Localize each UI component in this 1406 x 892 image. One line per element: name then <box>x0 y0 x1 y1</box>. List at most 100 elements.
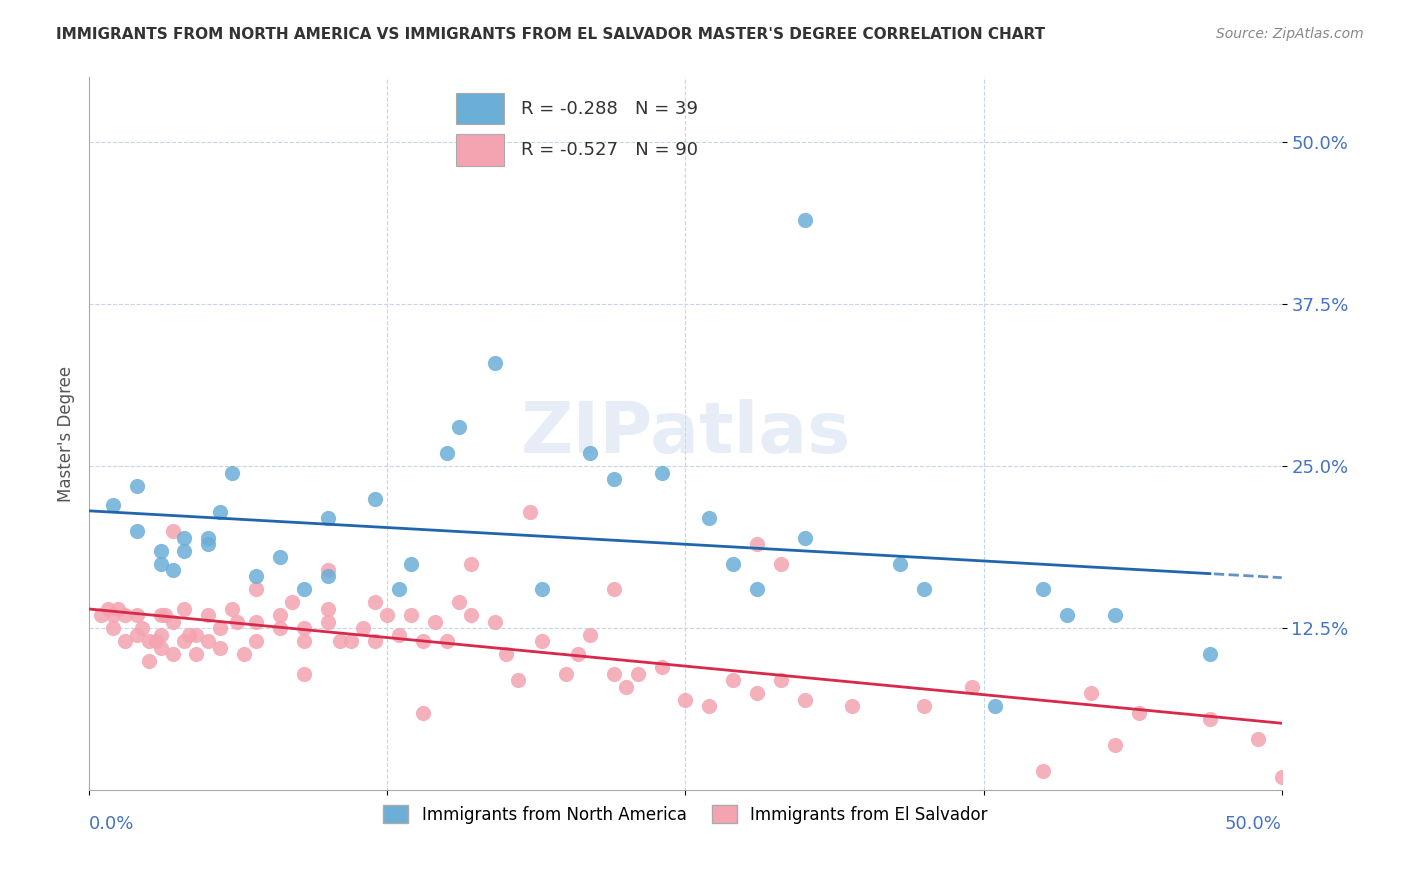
Point <box>269 549 291 564</box>
Point <box>316 615 339 629</box>
Point <box>292 621 315 635</box>
Point <box>399 608 422 623</box>
Point <box>603 582 626 597</box>
Point <box>495 647 517 661</box>
Point <box>101 608 124 623</box>
Point <box>221 602 243 616</box>
Point <box>269 608 291 623</box>
Point <box>531 634 554 648</box>
Point <box>125 628 148 642</box>
Point <box>1199 647 1222 661</box>
Point <box>162 615 184 629</box>
Point <box>316 569 339 583</box>
Point <box>125 524 148 538</box>
Point <box>209 505 232 519</box>
Point <box>125 608 148 623</box>
Point <box>841 699 863 714</box>
Point <box>1128 706 1150 720</box>
Point <box>149 543 172 558</box>
Point <box>555 666 578 681</box>
Text: 50.0%: 50.0% <box>1225 815 1282 833</box>
Point <box>1080 686 1102 700</box>
Point <box>245 634 267 648</box>
Point <box>912 699 935 714</box>
Point <box>364 595 387 609</box>
Point <box>209 621 232 635</box>
Bar <box>456 93 505 124</box>
Point <box>447 595 470 609</box>
Point <box>423 615 446 629</box>
Point <box>340 634 363 648</box>
Point <box>155 608 177 623</box>
Point <box>186 647 208 661</box>
Point <box>603 666 626 681</box>
Point <box>316 602 339 616</box>
Point <box>651 466 673 480</box>
Point <box>579 628 602 642</box>
Point <box>412 706 434 720</box>
Legend: Immigrants from North America, Immigrants from El Salvador: Immigrants from North America, Immigrant… <box>375 797 995 832</box>
Point <box>579 446 602 460</box>
Point <box>614 680 637 694</box>
Point <box>447 420 470 434</box>
Point <box>793 692 815 706</box>
Point <box>1032 764 1054 778</box>
Point <box>412 634 434 648</box>
Point <box>90 608 112 623</box>
Point <box>388 582 411 597</box>
Point <box>1199 712 1222 726</box>
Point <box>1104 738 1126 752</box>
Point <box>436 446 458 460</box>
Point <box>145 634 167 648</box>
Point <box>1056 608 1078 623</box>
Point <box>226 615 249 629</box>
Point <box>769 557 792 571</box>
Point <box>107 602 129 616</box>
Point <box>793 213 815 227</box>
Point <box>328 634 350 648</box>
Text: R = -0.288   N = 39: R = -0.288 N = 39 <box>520 100 697 118</box>
Point <box>912 582 935 597</box>
Point <box>627 666 650 681</box>
Point <box>721 557 744 571</box>
Point <box>484 615 506 629</box>
Text: R = -0.527   N = 90: R = -0.527 N = 90 <box>520 141 697 159</box>
Point <box>101 621 124 635</box>
Point <box>316 563 339 577</box>
Point <box>209 640 232 655</box>
Point <box>173 602 195 616</box>
Point <box>197 608 219 623</box>
Point <box>1247 731 1270 746</box>
Point <box>114 634 136 648</box>
Point <box>399 557 422 571</box>
Point <box>436 634 458 648</box>
Point <box>531 582 554 597</box>
Point <box>138 634 160 648</box>
Point <box>245 582 267 597</box>
Point <box>179 628 201 642</box>
Point <box>519 505 541 519</box>
Point <box>281 595 304 609</box>
Point <box>149 608 172 623</box>
Point <box>233 647 256 661</box>
Point <box>245 569 267 583</box>
Point <box>125 479 148 493</box>
Point <box>1104 608 1126 623</box>
Point <box>769 673 792 688</box>
Point <box>460 557 482 571</box>
Point <box>173 531 195 545</box>
Point <box>352 621 374 635</box>
Point <box>721 673 744 688</box>
Bar <box>456 134 505 166</box>
Point <box>162 524 184 538</box>
Point <box>269 621 291 635</box>
Point <box>388 628 411 642</box>
Point <box>292 582 315 597</box>
Point <box>162 563 184 577</box>
Point <box>97 602 120 616</box>
Point <box>793 531 815 545</box>
Point <box>292 666 315 681</box>
Point <box>745 686 768 700</box>
Point <box>364 491 387 506</box>
Point <box>889 557 911 571</box>
